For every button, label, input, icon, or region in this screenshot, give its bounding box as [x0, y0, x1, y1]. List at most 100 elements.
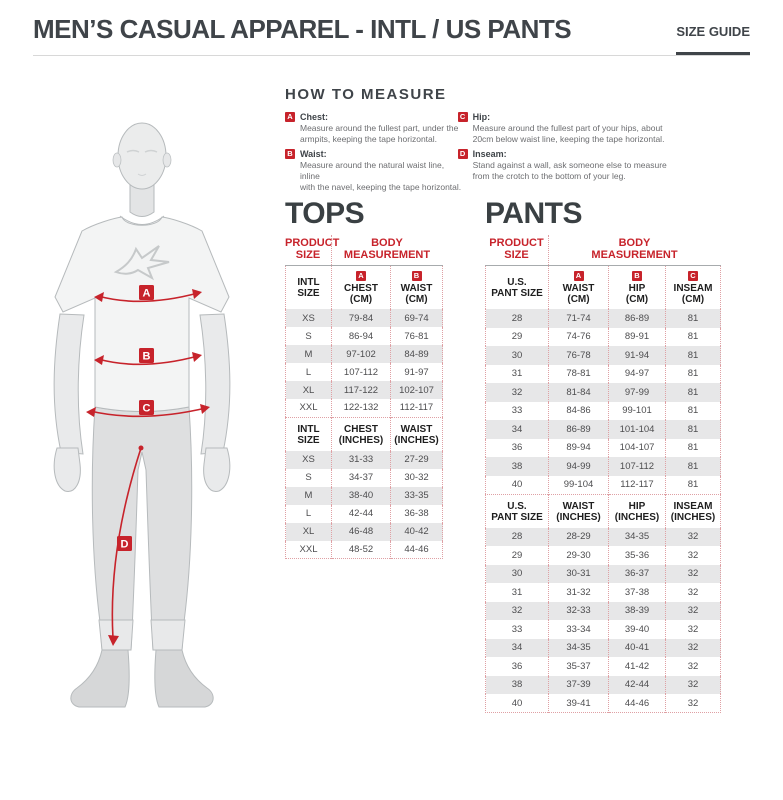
table-cell: 40-42 [390, 522, 443, 541]
table-cell: 37-39 [548, 675, 609, 694]
table-cell: 89-91 [608, 327, 666, 346]
table-cell: 81 [665, 401, 721, 420]
table-cell: 32 [665, 583, 721, 602]
table-cell: 32 [485, 383, 549, 402]
table-row: 38 94-99 107-112 81 [485, 457, 721, 476]
measure-item-chest: A Chest: Measure around the fullest part… [285, 112, 463, 145]
table-cell: 39-41 [548, 694, 609, 713]
table-cell: 32 [665, 546, 721, 565]
table-cell: 32 [665, 527, 721, 546]
table-cell: 30-32 [390, 468, 443, 487]
table-cell: 48-52 [331, 540, 391, 559]
table-cell: 32 [665, 694, 721, 713]
table-cell: 38-40 [331, 486, 391, 505]
table-cell: 34-35 [548, 638, 609, 657]
table-cell: 74-76 [548, 327, 609, 346]
table-row: 31 78-81 94-97 81 [486, 364, 721, 383]
column-header: INSEAM (INCHES) [670, 500, 716, 523]
table-row: 28 28-29 34-35 32 [485, 527, 721, 546]
table-row: 31 31-32 37-38 32 [486, 583, 721, 602]
table-row: L 42-44 36-38 [286, 504, 443, 523]
table-row: XXL 48-52 44-46 [286, 540, 443, 559]
table-cell: 84-89 [390, 345, 443, 363]
figure-label-d: D [121, 539, 129, 551]
column-header: WAIST (CM) [562, 283, 595, 305]
table-cell: 107-112 [608, 457, 666, 476]
header-divider [33, 55, 750, 56]
table-cell: 91-97 [390, 363, 443, 381]
table-cell: 32 [665, 657, 721, 676]
measure-ref-badge: A [356, 271, 366, 281]
table-cell: 30 [485, 346, 549, 365]
table-cell: 78-81 [548, 364, 609, 383]
pants-cm-rows: 28 71-74 86-89 81 29 74-76 89-91 81 30 76-78 91-94… [485, 309, 721, 494]
column-header: INSEAM (CM) [673, 283, 713, 305]
pants-title: PANTS [485, 197, 582, 230]
size-guide-tab[interactable]: SIZE GUIDE [676, 24, 750, 55]
table-cell: 28 [485, 527, 549, 546]
table-cell: 32 [485, 601, 549, 620]
table-row: XS 31-33 27-29 [285, 450, 443, 469]
table-cell: 34-37 [331, 468, 391, 487]
table-row: S 34-37 30-32 [286, 468, 443, 487]
table-cell: 32 [665, 675, 721, 694]
table-cell: XXL [299, 543, 318, 555]
measure-item-text: Measure around the fullest part of your … [472, 123, 665, 144]
table-row: 34 86-89 101-104 81 [485, 420, 721, 439]
table-cell: 29-30 [548, 546, 609, 565]
table-row: 38 37-39 42-44 32 [485, 675, 721, 694]
table-cell: 94-99 [548, 457, 609, 476]
column-header: HIP (INCHES) [614, 500, 660, 523]
table-cell: 33-35 [390, 486, 443, 505]
table-cell: 104-107 [608, 438, 666, 457]
column-header: HIP (CM) [625, 283, 649, 305]
table-cell: 35-37 [548, 657, 609, 676]
table-cell: 31 [511, 368, 523, 380]
table-cell: 32 [665, 601, 721, 620]
column-header: WAIST (INCHES) [556, 500, 601, 523]
column-header: CHEST (INCHES) [338, 423, 384, 446]
table-cell: 81 [665, 346, 721, 365]
table-cell: 34-35 [608, 527, 666, 546]
measure-item-text: Stand against a wall, ask someone else t… [472, 160, 667, 181]
measure-item-label: Hip: [472, 112, 491, 122]
table-cell: 38 [485, 457, 549, 476]
chest-badge: A [285, 112, 295, 122]
inseam-badge: D [457, 149, 468, 159]
table-cell: 86-94 [331, 327, 391, 345]
measure-ref-badge: C [688, 271, 698, 281]
table-cell: L [305, 366, 312, 378]
tops-size-table: INTL SIZE A CHEST (CM) B WAIST (CM) XS 79-8… [285, 265, 443, 559]
table-cell: 94-97 [608, 364, 666, 383]
table-row: 34 34-35 40-41 32 [485, 638, 721, 657]
table-row: XL 46-48 40-42 [285, 522, 443, 541]
table-cell: 81-84 [548, 383, 609, 402]
table-cell: 30-31 [548, 564, 609, 583]
table-cell: 37-38 [608, 583, 666, 602]
table-cell: M [285, 345, 332, 363]
pants-section: PANTS PRODUCT SIZE BODY MEASUREMENT U.S.… [485, 197, 721, 713]
measure-ref-badge: A [573, 271, 584, 281]
table-cell: 44-46 [390, 540, 443, 559]
table-row: 40 39-41 44-46 32 [486, 694, 721, 713]
figure-label-a: A [143, 288, 151, 300]
table-cell: 39-40 [608, 620, 666, 639]
table-cell: 31-32 [548, 583, 609, 602]
hip-badge: C [457, 112, 468, 122]
pants-cm-subheader: U.S. PANT SIZE A WAIST (CM) B HIP (CM) C IN… [485, 265, 721, 309]
table-cell: 32 [665, 564, 721, 583]
table-cell: 81 [665, 420, 721, 439]
table-cell: 31 [511, 586, 523, 598]
table-row: 32 81-84 97-99 81 [485, 383, 721, 402]
measure-item-inseam: D Inseam: Stand against a wall, ask some… [457, 149, 725, 182]
table-cell: 42-44 [331, 504, 391, 523]
table-row: 29 29-30 35-36 32 [486, 546, 721, 565]
table-cell: 30 [485, 564, 549, 583]
table-row: 36 35-37 41-42 32 [486, 657, 721, 676]
product-size-header: PRODUCT SIZE [285, 237, 340, 261]
body-measurement-figure: A B C D [18, 100, 273, 720]
tops-inches-rows: XS 31-33 27-29 S 34-37 30-32 M 38-40 33-35 L 42-44… [285, 450, 443, 559]
table-cell: L [305, 508, 312, 519]
table-cell: 40 [511, 697, 523, 709]
